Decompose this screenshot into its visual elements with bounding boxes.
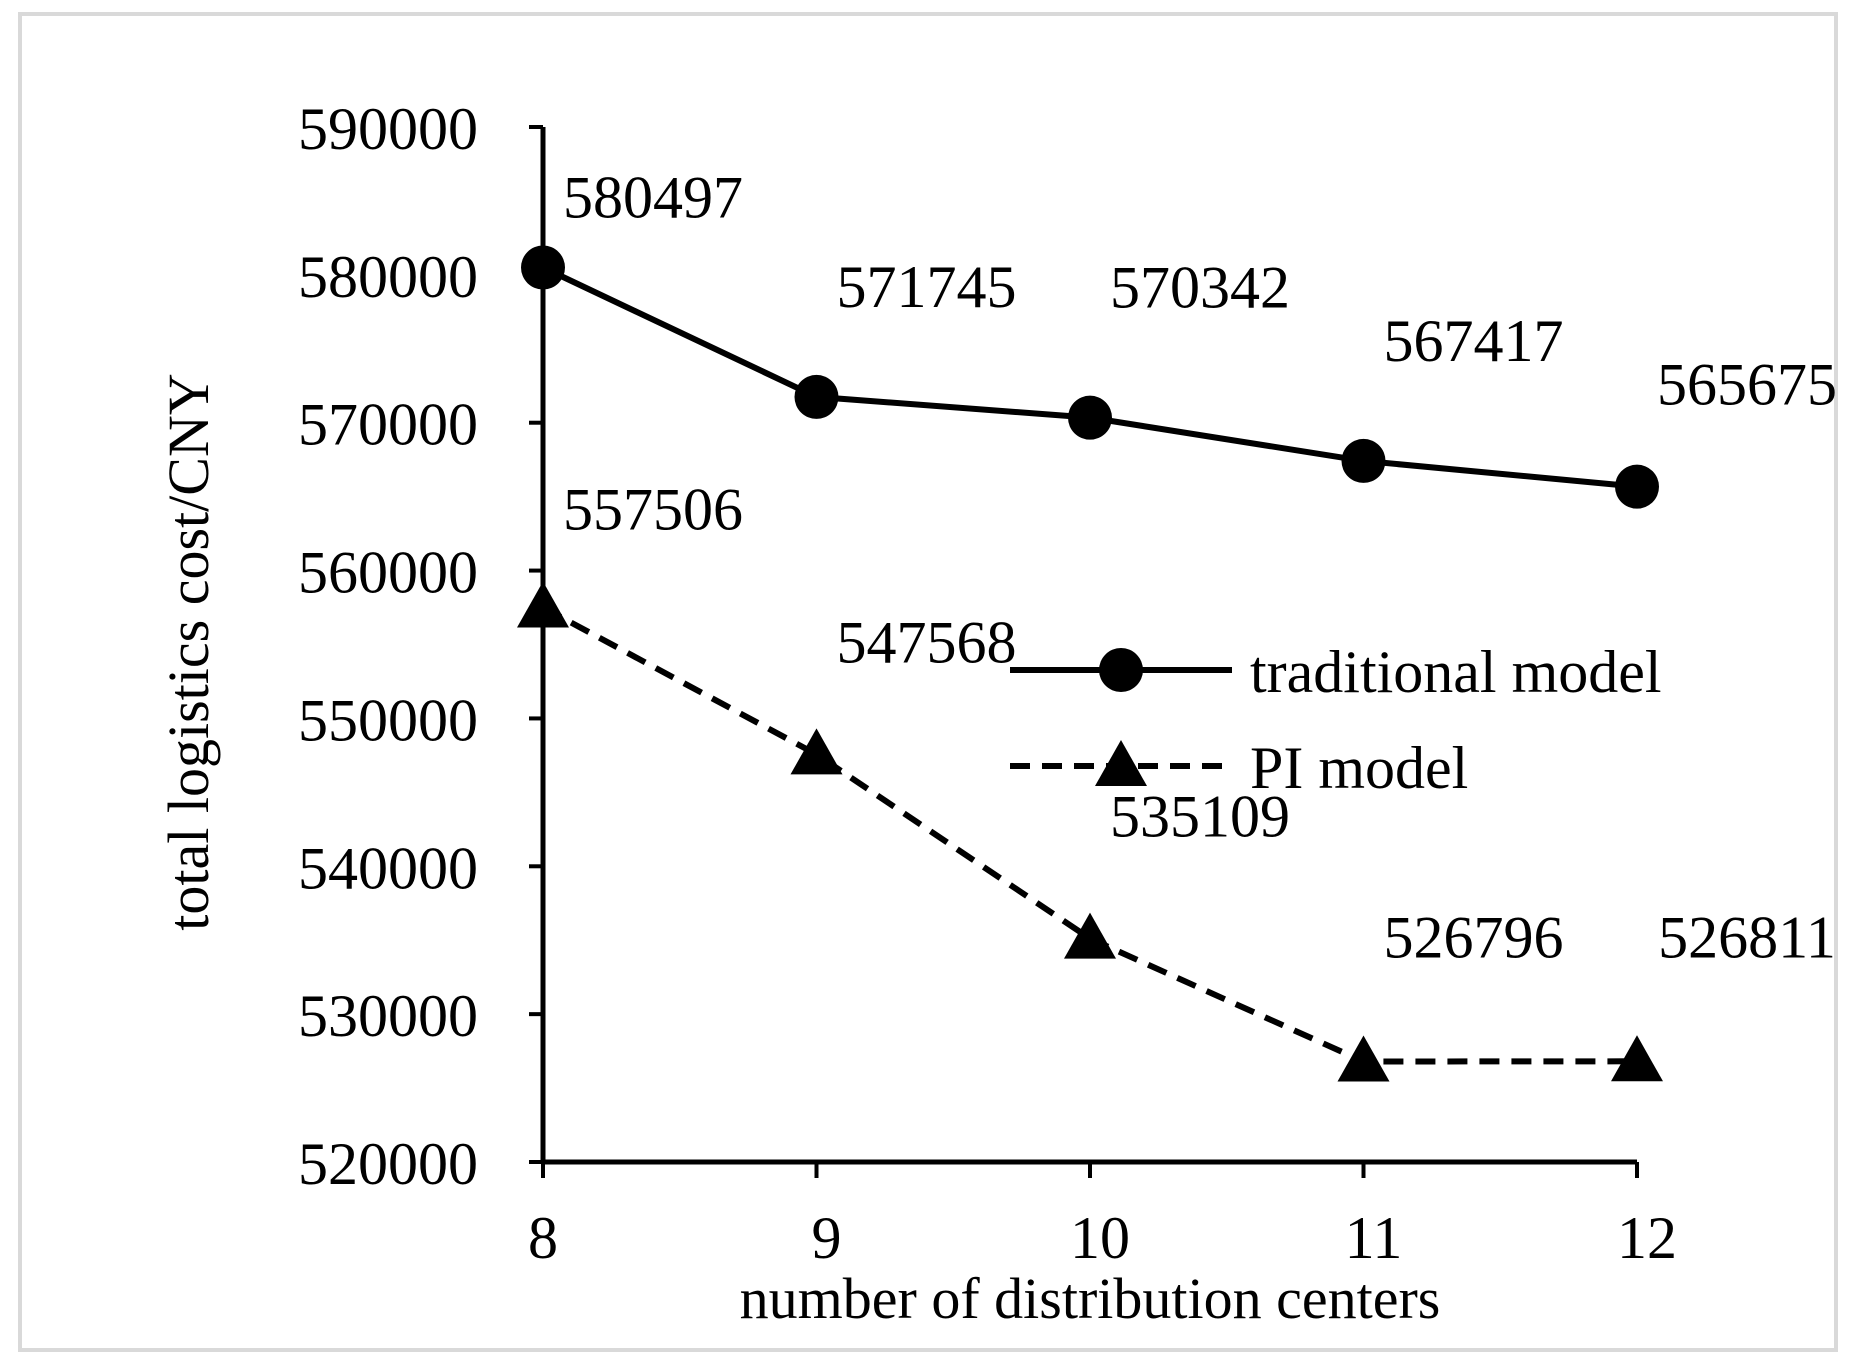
legend-triangle-marker [1095, 740, 1147, 786]
data-labels: 580497 571745 570342 567417 565675 557506 5475… [563, 165, 1837, 971]
y-tick-label: 580000 [298, 244, 478, 310]
data-label: 547568 [837, 609, 1017, 675]
legend-label: PI model [1250, 735, 1468, 801]
y-axis-title: total logistics cost/CNY [156, 373, 221, 930]
circle-marker [1615, 464, 1659, 509]
legend-circle-marker [1099, 648, 1143, 692]
triangle-marker [517, 581, 569, 628]
triangle-marker [1337, 1035, 1390, 1082]
data-label: 526811 [1658, 904, 1836, 970]
y-tick-label: 590000 [298, 96, 478, 162]
x-tick-label: 12 [1617, 1205, 1677, 1271]
data-label: 526796 [1384, 905, 1564, 971]
circle-marker [1068, 395, 1112, 440]
y-tick-label: 560000 [298, 540, 478, 606]
series-markers [517, 245, 1663, 1082]
data-label: 565675 [1657, 352, 1837, 418]
triangle-marker [790, 728, 843, 775]
triangle-marker [1611, 1035, 1663, 1082]
y-tick-label: 530000 [298, 983, 478, 1049]
data-label: 580497 [563, 165, 743, 231]
triangle-marker [1064, 912, 1116, 959]
data-label: 535109 [1110, 784, 1290, 850]
x-tick-label: 11 [1345, 1205, 1403, 1271]
legend-label: traditional model [1250, 639, 1662, 705]
circle-marker [1341, 438, 1386, 483]
data-label: 557506 [563, 476, 743, 542]
series-line-traditional-model [541, 264, 1638, 490]
data-label: 570342 [1110, 255, 1290, 321]
chart-frame [18, 12, 1838, 1352]
circle-marker [521, 245, 565, 290]
x-tick-label: 8 [528, 1205, 558, 1271]
x-axis-title: number of distribution centers [740, 1266, 1441, 1331]
data-label: 567417 [1384, 308, 1564, 374]
legend: traditional model PI model [1010, 639, 1662, 801]
circle-marker [794, 374, 839, 419]
axes: 520000 530000 540000 550000 560000 570000 5800… [298, 96, 1677, 1271]
y-tick-label: 550000 [298, 687, 478, 753]
x-tick-label: 10 [1070, 1205, 1130, 1271]
data-label: 571745 [837, 254, 1017, 320]
y-tick-label: 570000 [298, 392, 478, 458]
y-tick-label: 540000 [298, 835, 478, 901]
y-tick-label: 520000 [298, 1131, 478, 1197]
x-tick-label: 9 [812, 1205, 842, 1271]
